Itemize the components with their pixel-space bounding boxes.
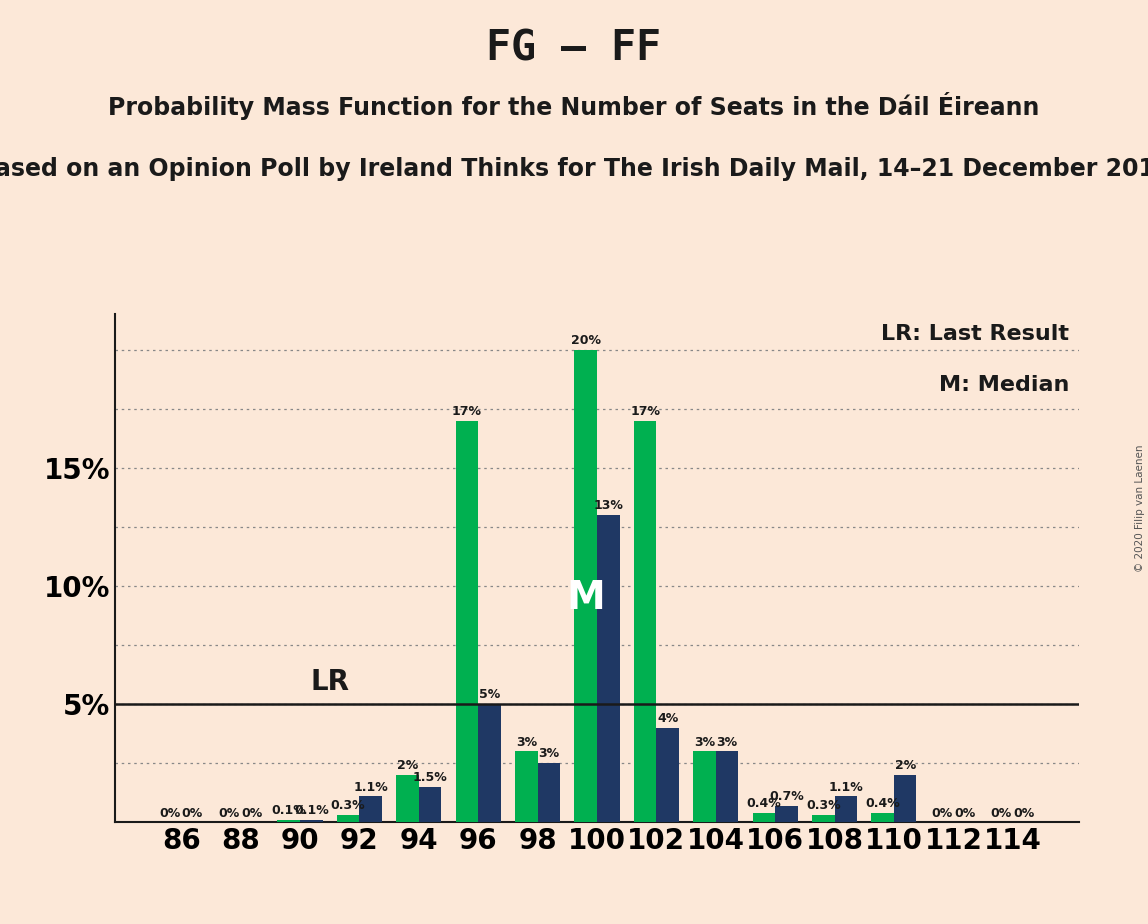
Bar xyxy=(419,787,441,822)
Bar xyxy=(753,813,775,822)
Bar xyxy=(871,813,894,822)
Text: 2%: 2% xyxy=(397,760,418,772)
Text: Probability Mass Function for the Number of Seats in the Dáil Éireann: Probability Mass Function for the Number… xyxy=(108,92,1040,120)
Text: 0%: 0% xyxy=(991,807,1013,820)
Text: 0.4%: 0.4% xyxy=(866,797,900,810)
Bar xyxy=(396,775,419,822)
Bar xyxy=(634,420,657,822)
Bar xyxy=(278,820,300,822)
Text: 0%: 0% xyxy=(954,807,976,820)
Bar xyxy=(693,751,715,822)
Text: 0%: 0% xyxy=(241,807,263,820)
Text: 3%: 3% xyxy=(538,748,559,760)
Bar xyxy=(537,763,560,822)
Text: 13%: 13% xyxy=(594,499,623,512)
Text: 0.3%: 0.3% xyxy=(331,799,365,812)
Text: LR: Last Result: LR: Last Result xyxy=(882,324,1070,345)
Bar xyxy=(479,704,501,822)
Text: 0.1%: 0.1% xyxy=(294,804,328,817)
Bar xyxy=(300,820,323,822)
Text: 5%: 5% xyxy=(479,688,501,701)
Text: 0.1%: 0.1% xyxy=(271,804,307,817)
Bar xyxy=(574,349,597,822)
Text: 0%: 0% xyxy=(218,807,240,820)
Bar xyxy=(715,751,738,822)
Bar xyxy=(359,796,382,822)
Text: Based on an Opinion Poll by Ireland Thinks for The Irish Daily Mail, 14–21 Decem: Based on an Opinion Poll by Ireland Thin… xyxy=(0,157,1148,181)
Text: 2%: 2% xyxy=(894,760,916,772)
Bar xyxy=(835,796,858,822)
Bar xyxy=(657,728,678,822)
Text: LR: LR xyxy=(310,668,349,696)
Bar xyxy=(775,806,798,822)
Text: 0.7%: 0.7% xyxy=(769,790,804,803)
Text: 3%: 3% xyxy=(716,736,738,748)
Text: 0%: 0% xyxy=(181,807,203,820)
Text: 3%: 3% xyxy=(515,736,537,748)
Text: 3%: 3% xyxy=(693,736,715,748)
Bar xyxy=(894,775,916,822)
Text: © 2020 Filip van Laenen: © 2020 Filip van Laenen xyxy=(1135,444,1145,572)
Text: 1.5%: 1.5% xyxy=(412,771,448,784)
Text: 0.3%: 0.3% xyxy=(806,799,840,812)
Text: 4%: 4% xyxy=(657,712,678,725)
Text: 0%: 0% xyxy=(160,807,180,820)
Text: 1.1%: 1.1% xyxy=(829,781,863,794)
Text: 1.1%: 1.1% xyxy=(354,781,388,794)
Text: 17%: 17% xyxy=(452,405,482,418)
Bar xyxy=(336,815,359,822)
Bar xyxy=(456,420,479,822)
Bar xyxy=(597,515,620,822)
Text: 0%: 0% xyxy=(1014,807,1034,820)
Text: 20%: 20% xyxy=(571,334,600,346)
Bar xyxy=(812,815,835,822)
Text: 0.4%: 0.4% xyxy=(746,797,782,810)
Text: FG – FF: FG – FF xyxy=(487,28,661,69)
Text: M: Median: M: Median xyxy=(939,375,1070,395)
Text: M: M xyxy=(566,578,605,617)
Text: 0%: 0% xyxy=(931,807,953,820)
Text: 17%: 17% xyxy=(630,405,660,418)
Bar xyxy=(515,751,537,822)
